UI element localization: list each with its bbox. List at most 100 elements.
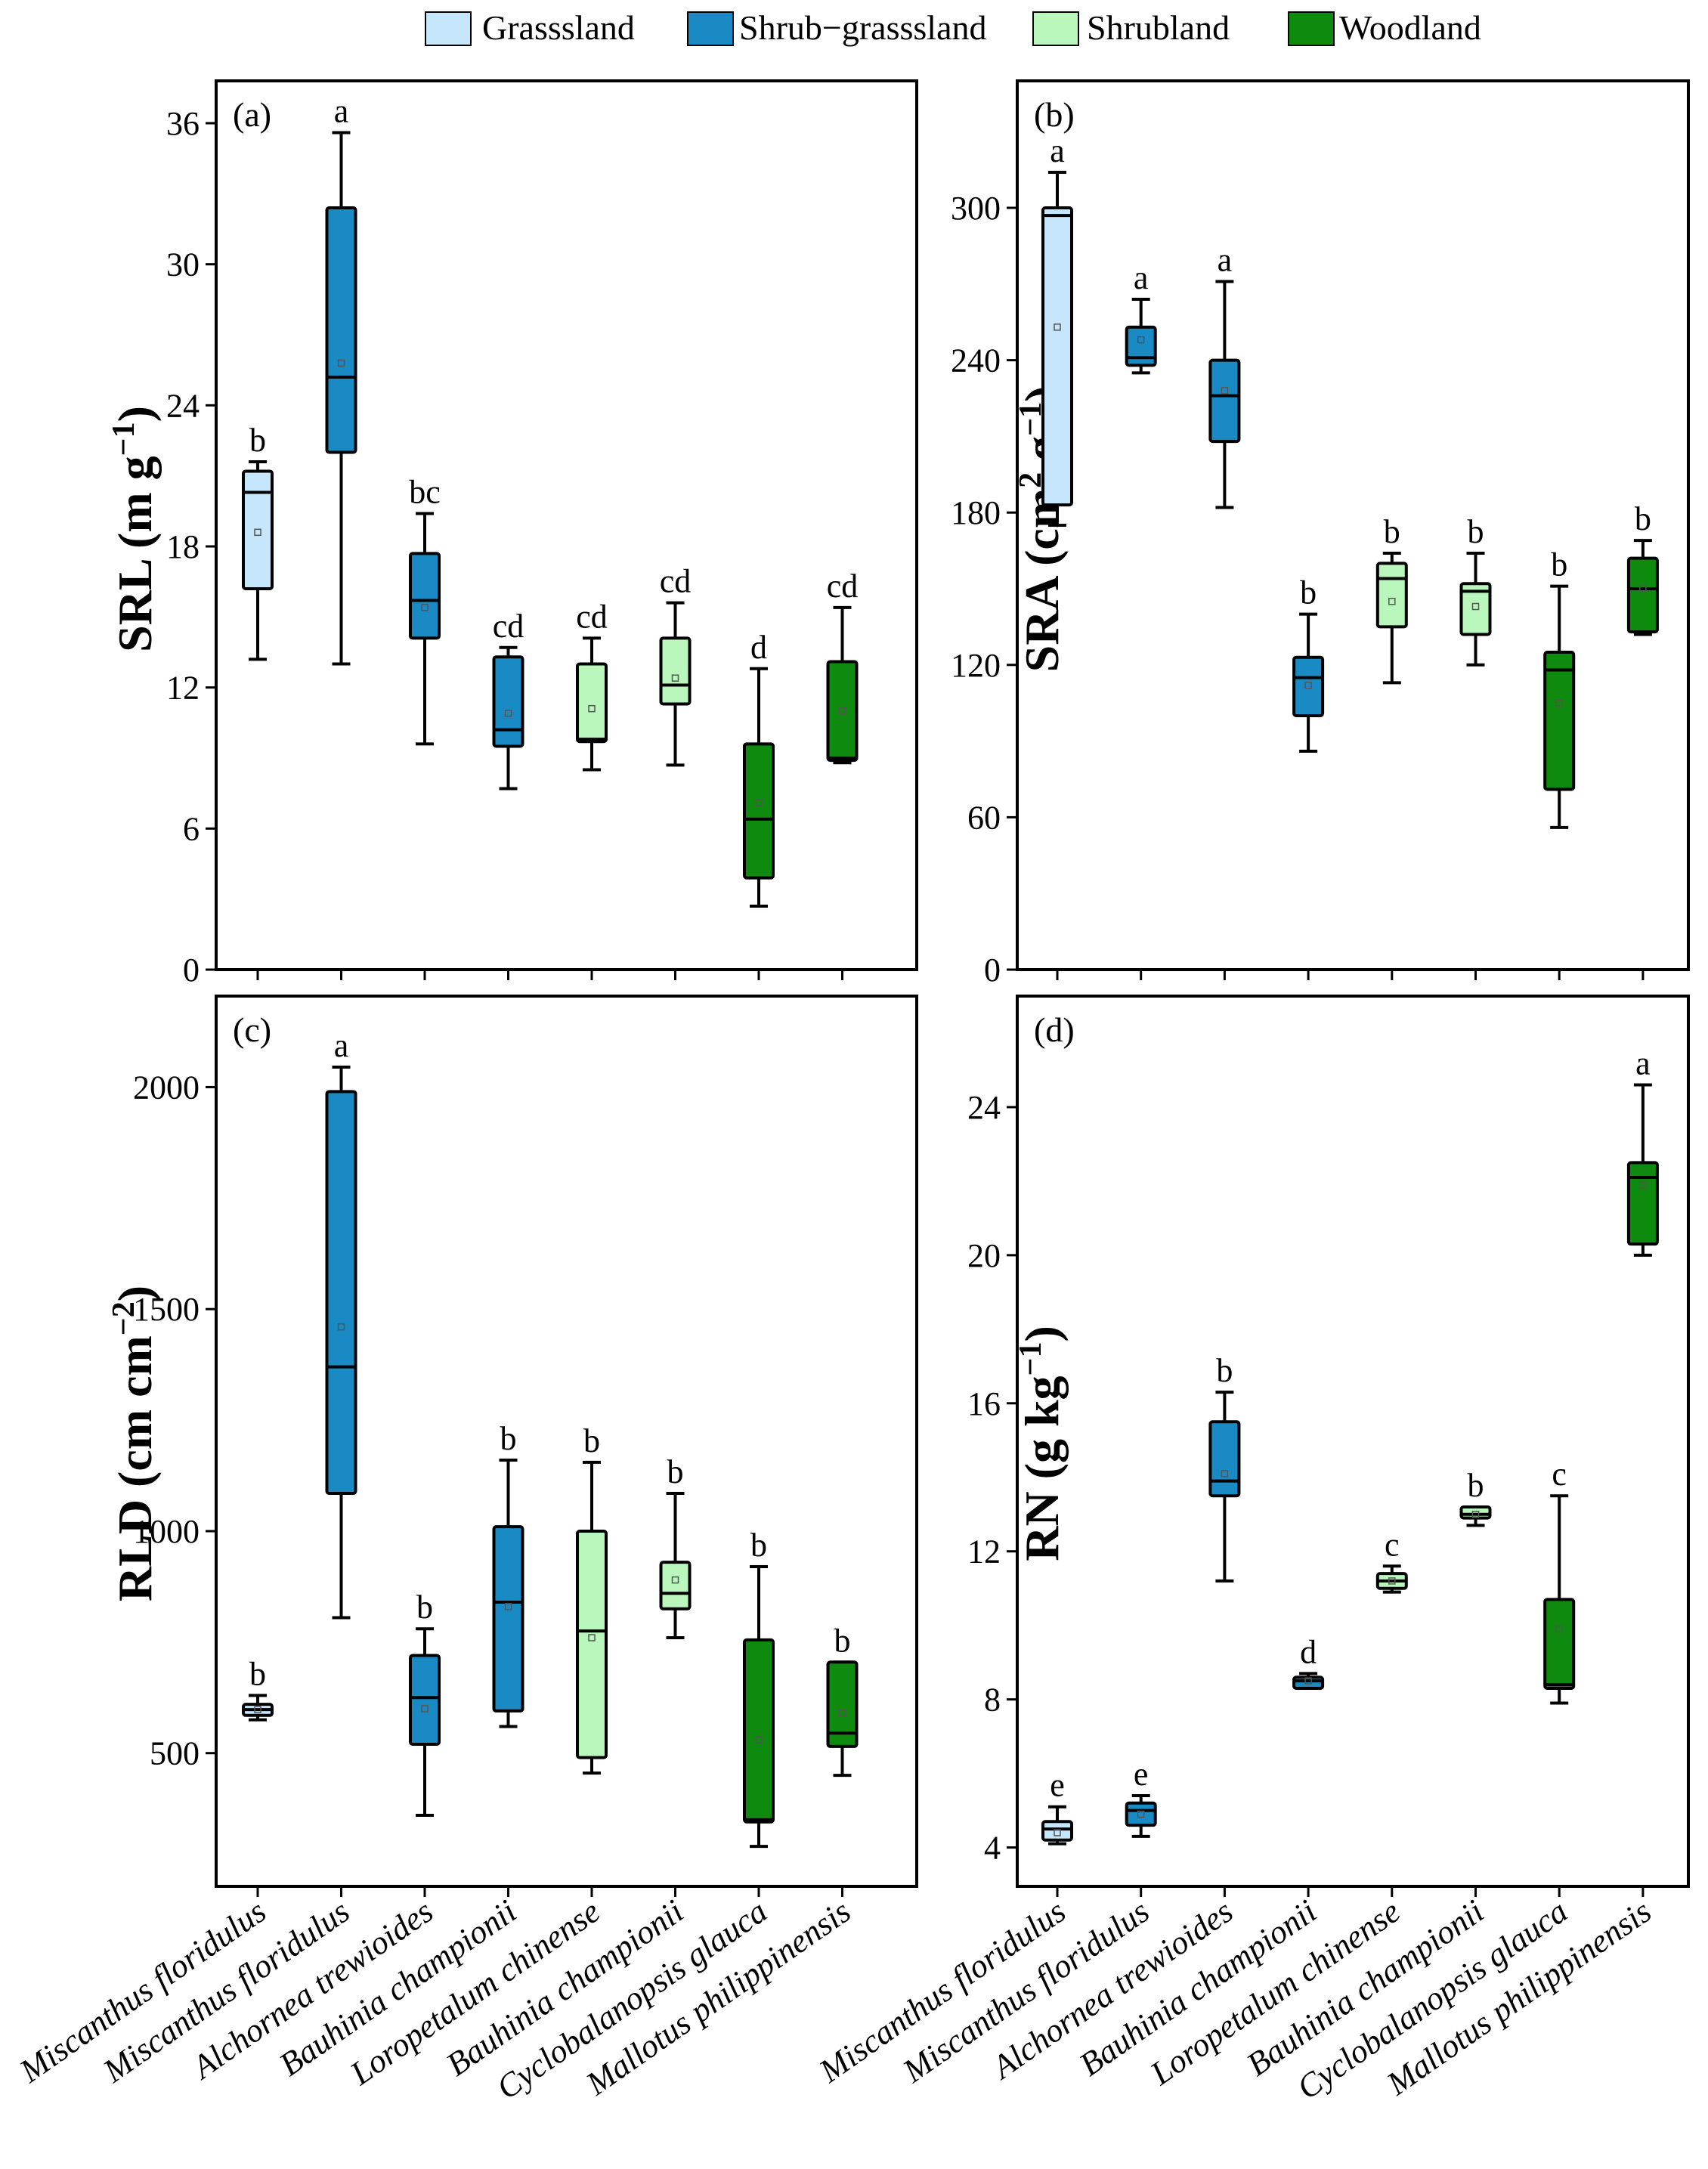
iqr-box (1292, 655, 1325, 717)
significance-letter: bc (409, 473, 441, 510)
iqr-box (409, 552, 441, 640)
iqr-box (1208, 358, 1241, 444)
y-tick-label: 8 (984, 1682, 1001, 1719)
significance-letter: a (334, 1027, 349, 1064)
significance-letter: a (1134, 259, 1149, 296)
box-2: a (325, 92, 357, 980)
box-1: b (242, 422, 274, 980)
iqr-box (242, 469, 274, 591)
significance-letter: a (1635, 1045, 1651, 1082)
iqr-box (1208, 1420, 1241, 1498)
box-7: b (743, 1527, 775, 1897)
legend-label-shrub-grassland: Shrub−grasssland (739, 8, 986, 47)
mean-marker (1304, 1677, 1312, 1685)
iqr-box (1459, 1505, 1492, 1520)
y-tick-label: 30 (166, 246, 200, 283)
iqr-box (1626, 556, 1659, 634)
significance-letter: b (416, 1589, 433, 1626)
y-tick-label: 1000 (133, 1513, 200, 1550)
significance-letter: b (1300, 574, 1317, 611)
box-2: a (1125, 259, 1157, 980)
legend-swatch-woodland (1288, 11, 1335, 46)
legend-label-grassland: Grasssland (482, 8, 635, 47)
y-axis-label: RLD (cm cm−2) (107, 1286, 162, 1601)
iqr-box (325, 1090, 357, 1496)
mean-marker (1471, 1510, 1480, 1518)
iqr-box (1543, 1598, 1576, 1690)
box-4: b (492, 1420, 524, 1897)
significance-letter: cd (827, 568, 859, 605)
significance-letter: cd (493, 608, 524, 645)
box-3: bc (409, 473, 441, 980)
mean-marker (1555, 699, 1563, 707)
y-tick-label: 12 (967, 1533, 1001, 1570)
box-1: a (1041, 132, 1073, 980)
significance-letter: d (1300, 1633, 1317, 1670)
box-7: b (1543, 546, 1576, 980)
box-4: b (1292, 574, 1325, 980)
box-3: a (1208, 241, 1241, 980)
y-tick-label: 300 (951, 190, 1001, 227)
box-8: b (826, 1622, 859, 1897)
panel-a: (a) 0 6 12 18 24 30 36 SRL (m g−1) b a bc cd cd cd d cd (107, 79, 918, 989)
iqr-box (492, 655, 524, 748)
mean-marker (588, 1634, 596, 1641)
box-5: cd (576, 598, 608, 980)
y-tick-label: 180 (951, 494, 1001, 531)
mean-marker (504, 1603, 512, 1611)
y-tick-label: 60 (967, 799, 1001, 836)
significance-letter: e (1134, 1756, 1149, 1793)
legend-swatch-shrub-grassland (687, 11, 734, 46)
y-tick-label: 6 (183, 810, 200, 847)
significance-letter: cd (660, 563, 692, 600)
significance-letter: b (1468, 1467, 1484, 1504)
box-4: d (1292, 1633, 1325, 1897)
significance-letter: b (583, 1422, 600, 1459)
mean-marker (755, 1736, 763, 1744)
box-3: b (409, 1589, 441, 1897)
mean-marker (838, 1710, 846, 1717)
legend-swatch-shrubland (1032, 11, 1079, 46)
box-8: a (1626, 1045, 1659, 1897)
mean-marker (254, 1706, 261, 1713)
box-6: cd (659, 563, 692, 980)
box-7: d (743, 629, 775, 980)
box-5: b (1375, 513, 1408, 980)
box-3: b (1208, 1352, 1241, 1897)
y-tick-label: 0 (984, 951, 1001, 989)
plot-frame (1016, 995, 1690, 1888)
y-tick-label: 0 (183, 951, 200, 989)
box-4: cd (492, 608, 524, 980)
iqr-box (1543, 651, 1576, 791)
mean-marker (1054, 323, 1061, 331)
panel-d: (d) 4 8 12 16 20 24 RN (g kg−1) e e b d c b c a (967, 995, 1690, 1897)
y-tick-label: 16 (967, 1385, 1001, 1422)
box-8: cd (826, 568, 859, 980)
legend-label-woodland: Woodland (1339, 8, 1481, 47)
significance-letter: b (667, 1453, 684, 1490)
iqr-box (325, 206, 357, 454)
iqr-box (492, 1525, 524, 1713)
box-6: b (1459, 1467, 1492, 1897)
iqr-box (576, 662, 608, 744)
significance-letter: b (500, 1420, 517, 1457)
significance-letter: c (1552, 1456, 1567, 1493)
mean-marker (337, 1323, 345, 1331)
iqr-box (826, 660, 859, 763)
mean-marker (1221, 1470, 1229, 1477)
box-1: e (1041, 1767, 1073, 1897)
y-tick-label: 120 (951, 647, 1001, 684)
iqr-box (1041, 1820, 1073, 1842)
mean-marker (1304, 681, 1312, 689)
legend: Grasssland Shrub−grasssland Shrubland Wo… (425, 8, 1481, 47)
iqr-box (1041, 206, 1073, 507)
y-tick-label: 4 (984, 1830, 1001, 1867)
significance-letter: e (1050, 1767, 1065, 1804)
mean-marker (671, 1576, 679, 1584)
y-tick-label: 240 (951, 342, 1001, 379)
panel-label: (c) (233, 1010, 271, 1049)
mean-marker (337, 359, 345, 367)
legend-swatch-grassland (425, 11, 472, 46)
iqr-box (743, 1638, 775, 1824)
significance-letter: a (334, 92, 349, 129)
